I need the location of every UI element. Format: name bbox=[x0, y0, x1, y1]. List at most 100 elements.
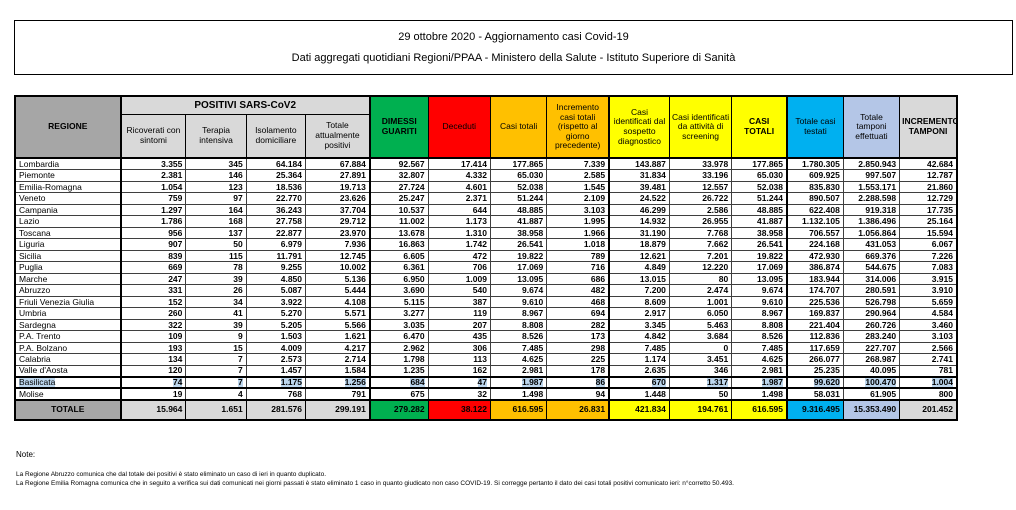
cell-text: 472 bbox=[472, 250, 487, 261]
value-cell: 2.917 bbox=[608, 307, 670, 320]
cell-text: Piemonte bbox=[19, 170, 55, 180]
value-cell: 25.247 bbox=[368, 192, 429, 205]
value-cell: 1.780.305 bbox=[786, 157, 844, 170]
value-cell: 6.950 bbox=[368, 272, 429, 285]
value-cell: 225 bbox=[546, 353, 610, 366]
value-cell: 18.536 bbox=[245, 180, 307, 193]
value-cell: 86 bbox=[546, 375, 610, 389]
value-cell: 26.541 bbox=[731, 238, 788, 251]
cell-text: 224.168 bbox=[809, 239, 840, 249]
value-cell: 622.408 bbox=[786, 203, 844, 216]
value-cell: 177.865 bbox=[731, 157, 788, 170]
cell-text: 791 bbox=[351, 388, 366, 399]
table-row: Friuli Venezia Giulia 152 34 3.922 4.108 5.11… bbox=[14, 295, 958, 308]
value-cell: 8.526 bbox=[489, 330, 548, 343]
value-cell: 39 bbox=[185, 318, 247, 331]
cell-text: 5.136 bbox=[344, 273, 366, 284]
value-cell: 109 bbox=[119, 330, 187, 343]
value-cell: 2.741 bbox=[899, 353, 958, 366]
cell-text: 61.905 bbox=[870, 388, 897, 399]
value-cell: 8.526 bbox=[731, 330, 788, 343]
value-cell: 15.594 bbox=[899, 226, 958, 239]
cell-text: 789 bbox=[590, 250, 606, 261]
cell-text: 9.255 bbox=[280, 262, 303, 272]
cell-text: 5.087 bbox=[280, 285, 303, 295]
value-cell: 5.115 bbox=[368, 295, 429, 308]
value-cell: 468 bbox=[546, 295, 610, 308]
value-cell: 169.837 bbox=[786, 307, 844, 320]
cell-text: 2.917 bbox=[644, 308, 666, 318]
cell-text: 306 bbox=[472, 342, 487, 353]
value-cell: 9.610 bbox=[731, 295, 788, 308]
cell-text: 9 bbox=[237, 331, 243, 341]
cell-text: 2.714 bbox=[344, 354, 366, 364]
value-cell: 280.591 bbox=[842, 284, 901, 297]
value-cell: 48.885 bbox=[489, 203, 548, 216]
cell-text: 58.031 bbox=[813, 388, 840, 399]
cell-text: Veneto bbox=[19, 193, 46, 203]
cell-text: 39.481 bbox=[639, 181, 666, 192]
value-cell: 10.537 bbox=[368, 203, 429, 216]
cell-text: 9.674 bbox=[761, 285, 784, 295]
cell-text: 3.345 bbox=[644, 319, 666, 330]
cell-text: 2.850.943 bbox=[858, 158, 897, 169]
value-cell: 26.541 bbox=[489, 238, 548, 251]
cell-text: 544.675 bbox=[865, 262, 897, 272]
cell-text: 26.722 bbox=[702, 193, 729, 203]
totale-value-cell: 279.282 bbox=[368, 399, 429, 420]
value-cell: 40.095 bbox=[842, 364, 901, 377]
value-cell: 387 bbox=[427, 295, 491, 308]
value-cell: 2.585 bbox=[546, 169, 610, 182]
cell-text: 314.006 bbox=[865, 273, 897, 284]
value-cell: 164 bbox=[185, 203, 247, 216]
table-row: Lombardia 3.355 345 64.184 67.884 92.567 17.41… bbox=[14, 157, 958, 170]
value-cell: 8.808 bbox=[489, 318, 548, 331]
value-cell: 78 bbox=[185, 261, 247, 274]
value-cell: 17.735 bbox=[899, 203, 958, 216]
cell-text: 7.339 bbox=[583, 158, 606, 169]
value-cell: 839 bbox=[119, 249, 187, 262]
cell-text: 177.865 bbox=[512, 158, 544, 169]
cell-text: 907 bbox=[168, 239, 183, 249]
cell-text: 13.095 bbox=[517, 273, 544, 284]
value-cell: 7.485 bbox=[489, 341, 548, 354]
cell-text: 919.318 bbox=[865, 204, 897, 215]
value-cell: 46.299 bbox=[608, 203, 670, 216]
cell-text: 17.735 bbox=[927, 204, 953, 215]
value-cell: 706.557 bbox=[786, 226, 844, 239]
value-cell: 27.724 bbox=[368, 180, 429, 193]
value-cell: 13.678 bbox=[368, 226, 429, 239]
report-title: 29 ottobre 2020 - Aggiornamento casi Cov… bbox=[398, 30, 629, 43]
cell-text: 2.566 bbox=[931, 342, 953, 353]
cell-text: 100.470 bbox=[865, 377, 897, 387]
cell-text: 10.002 bbox=[339, 262, 366, 272]
value-cell: 3.103 bbox=[899, 330, 958, 343]
table-row: Molise 19 4 768 791 675 32 1.498 94 1.448 50 1.498 5… bbox=[14, 387, 958, 400]
value-cell: 112.836 bbox=[786, 330, 844, 343]
totale-value-cell: 299.191 bbox=[305, 399, 371, 420]
cell-text: Marche bbox=[19, 273, 48, 284]
cell-text: Lombardia bbox=[19, 158, 60, 169]
cell-text: 146 bbox=[228, 170, 243, 180]
value-cell: 0 bbox=[668, 341, 733, 354]
cell-text: 16.863 bbox=[398, 239, 425, 249]
cell-text: 1.004 bbox=[931, 377, 953, 387]
header-regione: REGIONE bbox=[14, 95, 122, 159]
value-cell: 9 bbox=[185, 330, 247, 343]
cell-text: 1.786 bbox=[161, 216, 183, 226]
totale-value-cell: 281.576 bbox=[245, 399, 307, 420]
cell-text: 2.585 bbox=[583, 170, 606, 180]
value-cell: 41.887 bbox=[731, 215, 788, 228]
value-cell: 7 bbox=[185, 364, 247, 377]
cell-text: 6.979 bbox=[280, 239, 303, 249]
value-cell: 5.444 bbox=[305, 284, 371, 297]
cell-text: 835.830 bbox=[809, 181, 840, 192]
value-cell: 21.860 bbox=[899, 180, 958, 193]
cell-text: 39 bbox=[233, 273, 243, 284]
header-dimessi-guariti: DIMESSI GUARITI bbox=[368, 95, 429, 159]
cell-text: 48.885 bbox=[757, 204, 784, 215]
value-cell: 4.108 bbox=[305, 295, 371, 308]
table-footer: TOTALE 15.964 1.651 281.576 299.191 279.282 38… bbox=[14, 399, 958, 420]
cell-text: 8.526 bbox=[761, 331, 784, 341]
value-cell: 2.635 bbox=[608, 364, 670, 377]
